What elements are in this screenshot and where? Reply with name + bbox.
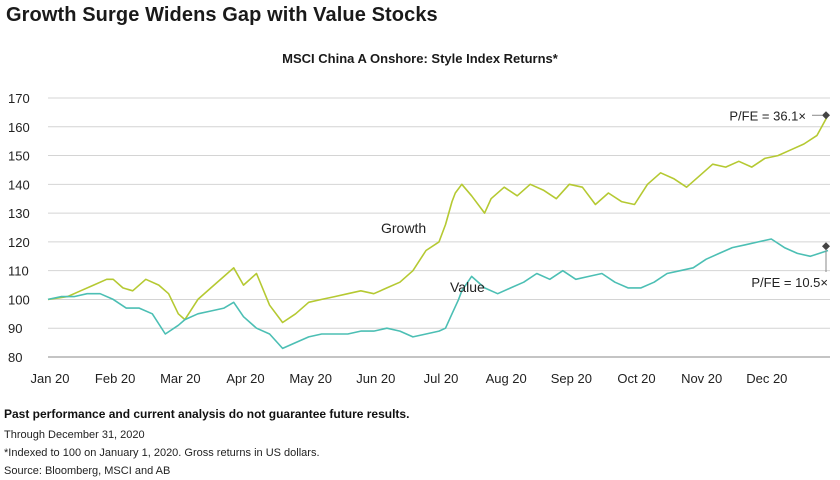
value-end-marker: [822, 242, 830, 251]
growth-annotation: Growth: [381, 220, 426, 236]
x-tick-label: Dec 20: [746, 371, 787, 386]
value-pfe-label: P/FE = 10.5×: [751, 275, 828, 290]
x-tick-label: Jan 20: [30, 371, 69, 386]
y-tick-label: 110: [8, 264, 29, 279]
growth-series-line: [47, 114, 829, 324]
x-tick-label: Aug 20: [486, 371, 527, 386]
x-tick-label: Feb 20: [95, 371, 135, 386]
y-tick-label: 140: [8, 177, 30, 192]
y-tick-label: 130: [8, 206, 30, 221]
growth-end-marker: [822, 111, 830, 120]
x-tick-label: Mar 20: [160, 371, 200, 386]
x-tick-label: Jun 20: [356, 371, 395, 386]
x-tick-label: Nov 20: [681, 371, 722, 386]
line-chart: 80 90 100 110 120 130 140 150 160 170 Jan 20 Feb 20…: [8, 91, 830, 386]
x-tick-label: Oct 20: [617, 371, 655, 386]
value-annotation: Value: [450, 279, 485, 295]
through-date-note: Through December 31, 2020: [4, 429, 145, 441]
y-tick-label: 120: [8, 235, 30, 250]
x-tick-label: Apr 20: [226, 371, 264, 386]
y-tick-label: 170: [8, 91, 30, 106]
x-tick-label: Jul 20: [424, 371, 459, 386]
y-tick-label: 150: [8, 149, 30, 164]
chart-title: MSCI China A Onshore: Style Index Return…: [282, 51, 558, 66]
y-tick-label: 80: [8, 350, 22, 365]
y-tick-label: 160: [8, 120, 30, 135]
value-series-line: [47, 238, 829, 350]
disclaimer-text: Past performance and current analysis do…: [4, 407, 410, 421]
growth-pfe-label: P/FE = 36.1×: [729, 108, 806, 123]
y-tick-label: 100: [8, 292, 30, 307]
index-note: *Indexed to 100 on January 1, 2020. Gros…: [4, 447, 320, 459]
x-tick-label: May 20: [289, 371, 332, 386]
x-tick-label: Sep 20: [551, 371, 592, 386]
y-tick-label: 90: [8, 321, 22, 336]
chart-headline: Growth Surge Widens Gap with Value Stock…: [6, 4, 438, 26]
source-note: Source: Bloomberg, MSCI and AB: [4, 465, 171, 477]
